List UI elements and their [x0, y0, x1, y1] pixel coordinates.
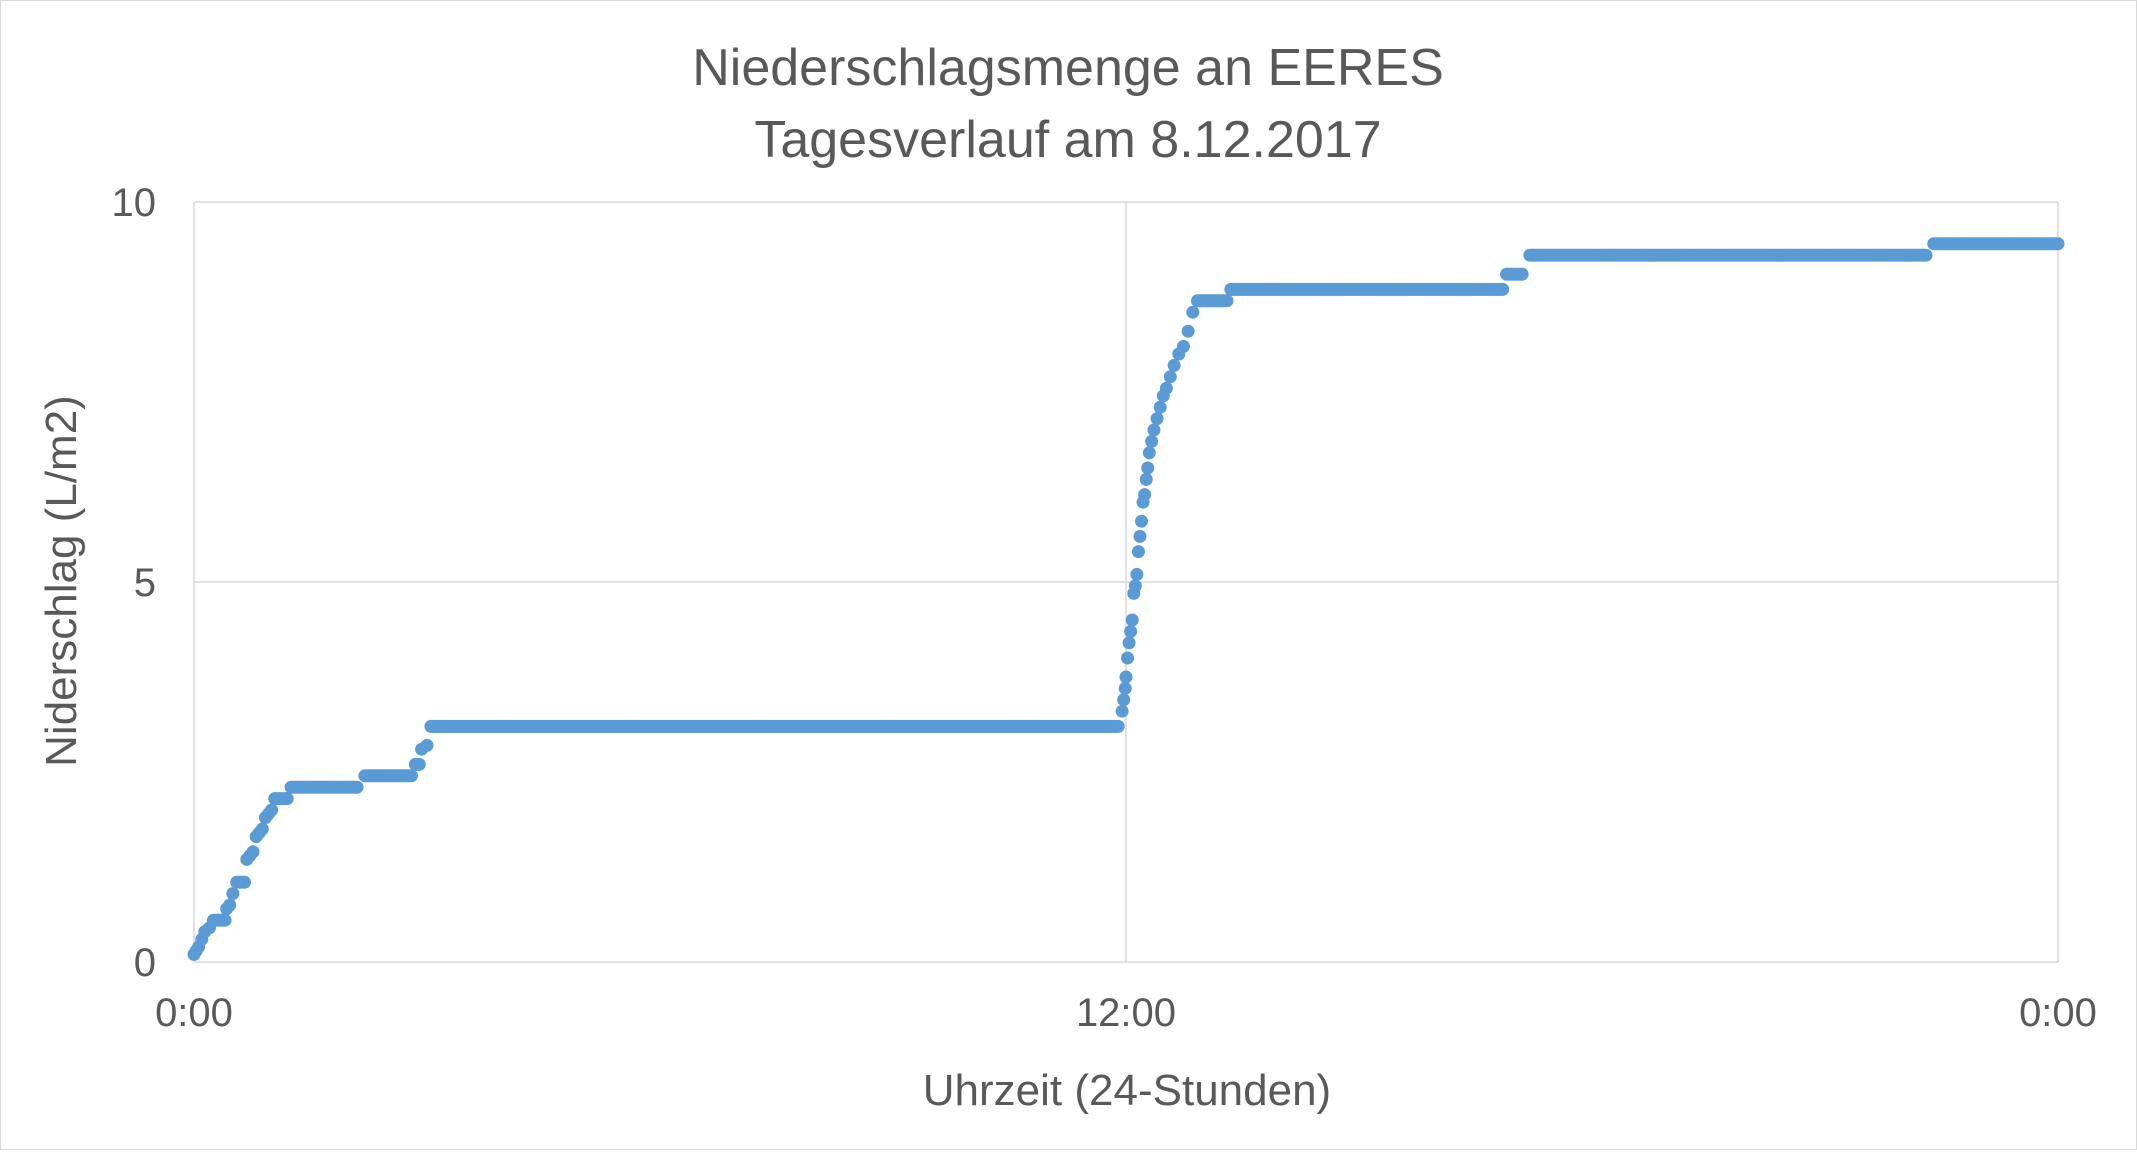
data-point [1128, 579, 1142, 593]
data-point [223, 898, 237, 912]
data-points [187, 237, 2065, 961]
y-tick-label: 5 [134, 561, 156, 605]
data-point [1145, 434, 1159, 448]
data-point [1131, 545, 1145, 559]
data-point [1119, 670, 1133, 684]
grid-layer [193, 201, 2059, 963]
chart-title: Niederschlagsmenge an EERES [692, 39, 1444, 97]
data-point [246, 845, 260, 859]
y-axis-title: Niderschlag (L/m2) [37, 395, 86, 767]
x-tick-label: 0:00 [2019, 991, 2097, 1035]
tick-labels: 0 5 10 0:00 12:00 0:00 [112, 181, 2097, 1035]
data-point [1176, 339, 1190, 353]
data-point [1118, 681, 1132, 695]
data-point [1141, 461, 1155, 475]
data-point [1181, 324, 1195, 338]
data-point [1117, 693, 1131, 707]
data-point [1122, 636, 1136, 650]
data-point [1121, 651, 1135, 665]
data-point [1124, 624, 1138, 638]
data-point [1163, 370, 1177, 384]
data-point [1111, 719, 1125, 733]
data-point [1153, 400, 1167, 414]
data-point [1130, 567, 1144, 581]
data-point [1159, 381, 1173, 395]
data-point [1125, 613, 1139, 627]
y-tick-label: 0 [134, 941, 156, 985]
data-point [1186, 305, 1200, 319]
data-point [1167, 358, 1181, 372]
data-point [1133, 529, 1147, 543]
x-tick-label: 0:00 [155, 991, 233, 1035]
data-point [1515, 267, 1529, 281]
data-point [420, 738, 434, 752]
data-point [237, 875, 251, 889]
data-point [1220, 294, 1234, 308]
data-point [1138, 488, 1152, 502]
data-point [1150, 412, 1164, 426]
data-point [2051, 237, 2065, 251]
x-tick-label: 12:00 [1076, 991, 1176, 1035]
data-point [1115, 704, 1129, 718]
data-point [350, 780, 364, 794]
data-point [404, 769, 418, 783]
data-point [255, 822, 269, 836]
data-point [1139, 472, 1153, 486]
data-point [1147, 423, 1161, 437]
data-point [280, 792, 294, 806]
x-axis-title: Uhrzeit (24-Stunden) [923, 1066, 1331, 1115]
data-point [1496, 282, 1510, 296]
data-point [1135, 514, 1149, 528]
chart-subtitle: Tagesverlauf am 8.12.2017 [754, 111, 1381, 169]
data-point [265, 803, 279, 817]
data-point [1919, 248, 1933, 262]
data-point [412, 757, 426, 771]
data-point [226, 887, 240, 901]
y-tick-label: 10 [112, 181, 157, 225]
data-point [1142, 446, 1156, 460]
data-point [218, 913, 232, 927]
